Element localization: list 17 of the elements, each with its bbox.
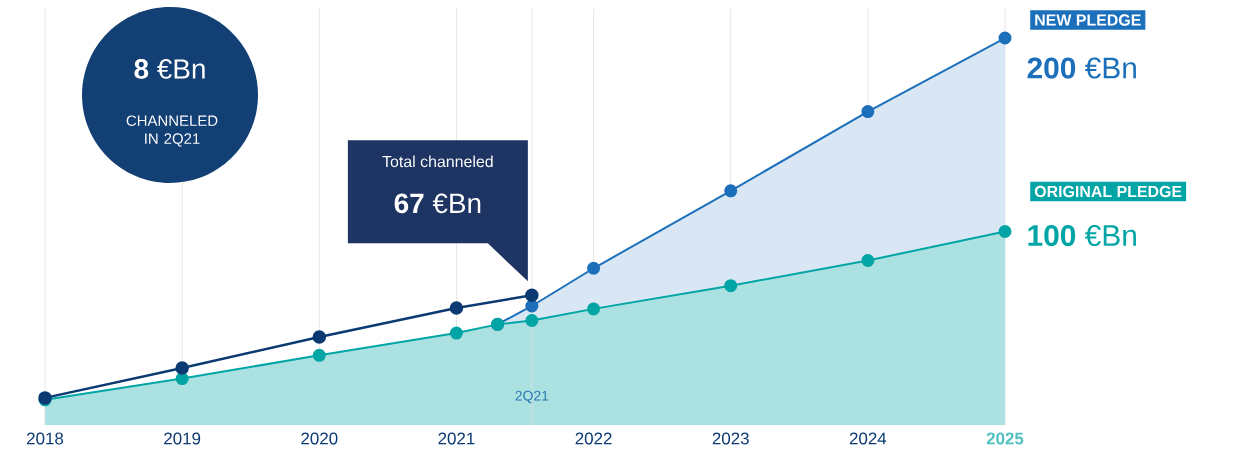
text: 100 €Bn <box>1028 224 1136 247</box>
x-tick-label: 2021 <box>438 432 475 445</box>
ref-line-label: 2Q21 <box>515 390 549 404</box>
x-tick-label: 2022 <box>575 432 612 445</box>
annotation: 67 €Bn <box>394 193 481 214</box>
annotation: CHANNELED IN 2Q21 <box>126 115 218 147</box>
x-tick-label: 2024 <box>849 432 887 445</box>
x-tick-label: 2020 <box>301 432 338 445</box>
x-tick-label: 2018 <box>27 432 64 445</box>
text: 200 €Bn <box>1027 57 1136 79</box>
x-tick-label: 2019 <box>164 432 201 445</box>
x-tick-label: 2023 <box>712 432 749 445</box>
annotation: Total channeled <box>382 155 493 168</box>
x-tick-label: 2025 <box>986 432 1024 445</box>
annotation: 8 €Bn <box>134 59 205 79</box>
series-label: NEW PLEDGE <box>1035 14 1141 26</box>
text: ORIGINAL PLEDGE <box>1034 185 1182 198</box>
